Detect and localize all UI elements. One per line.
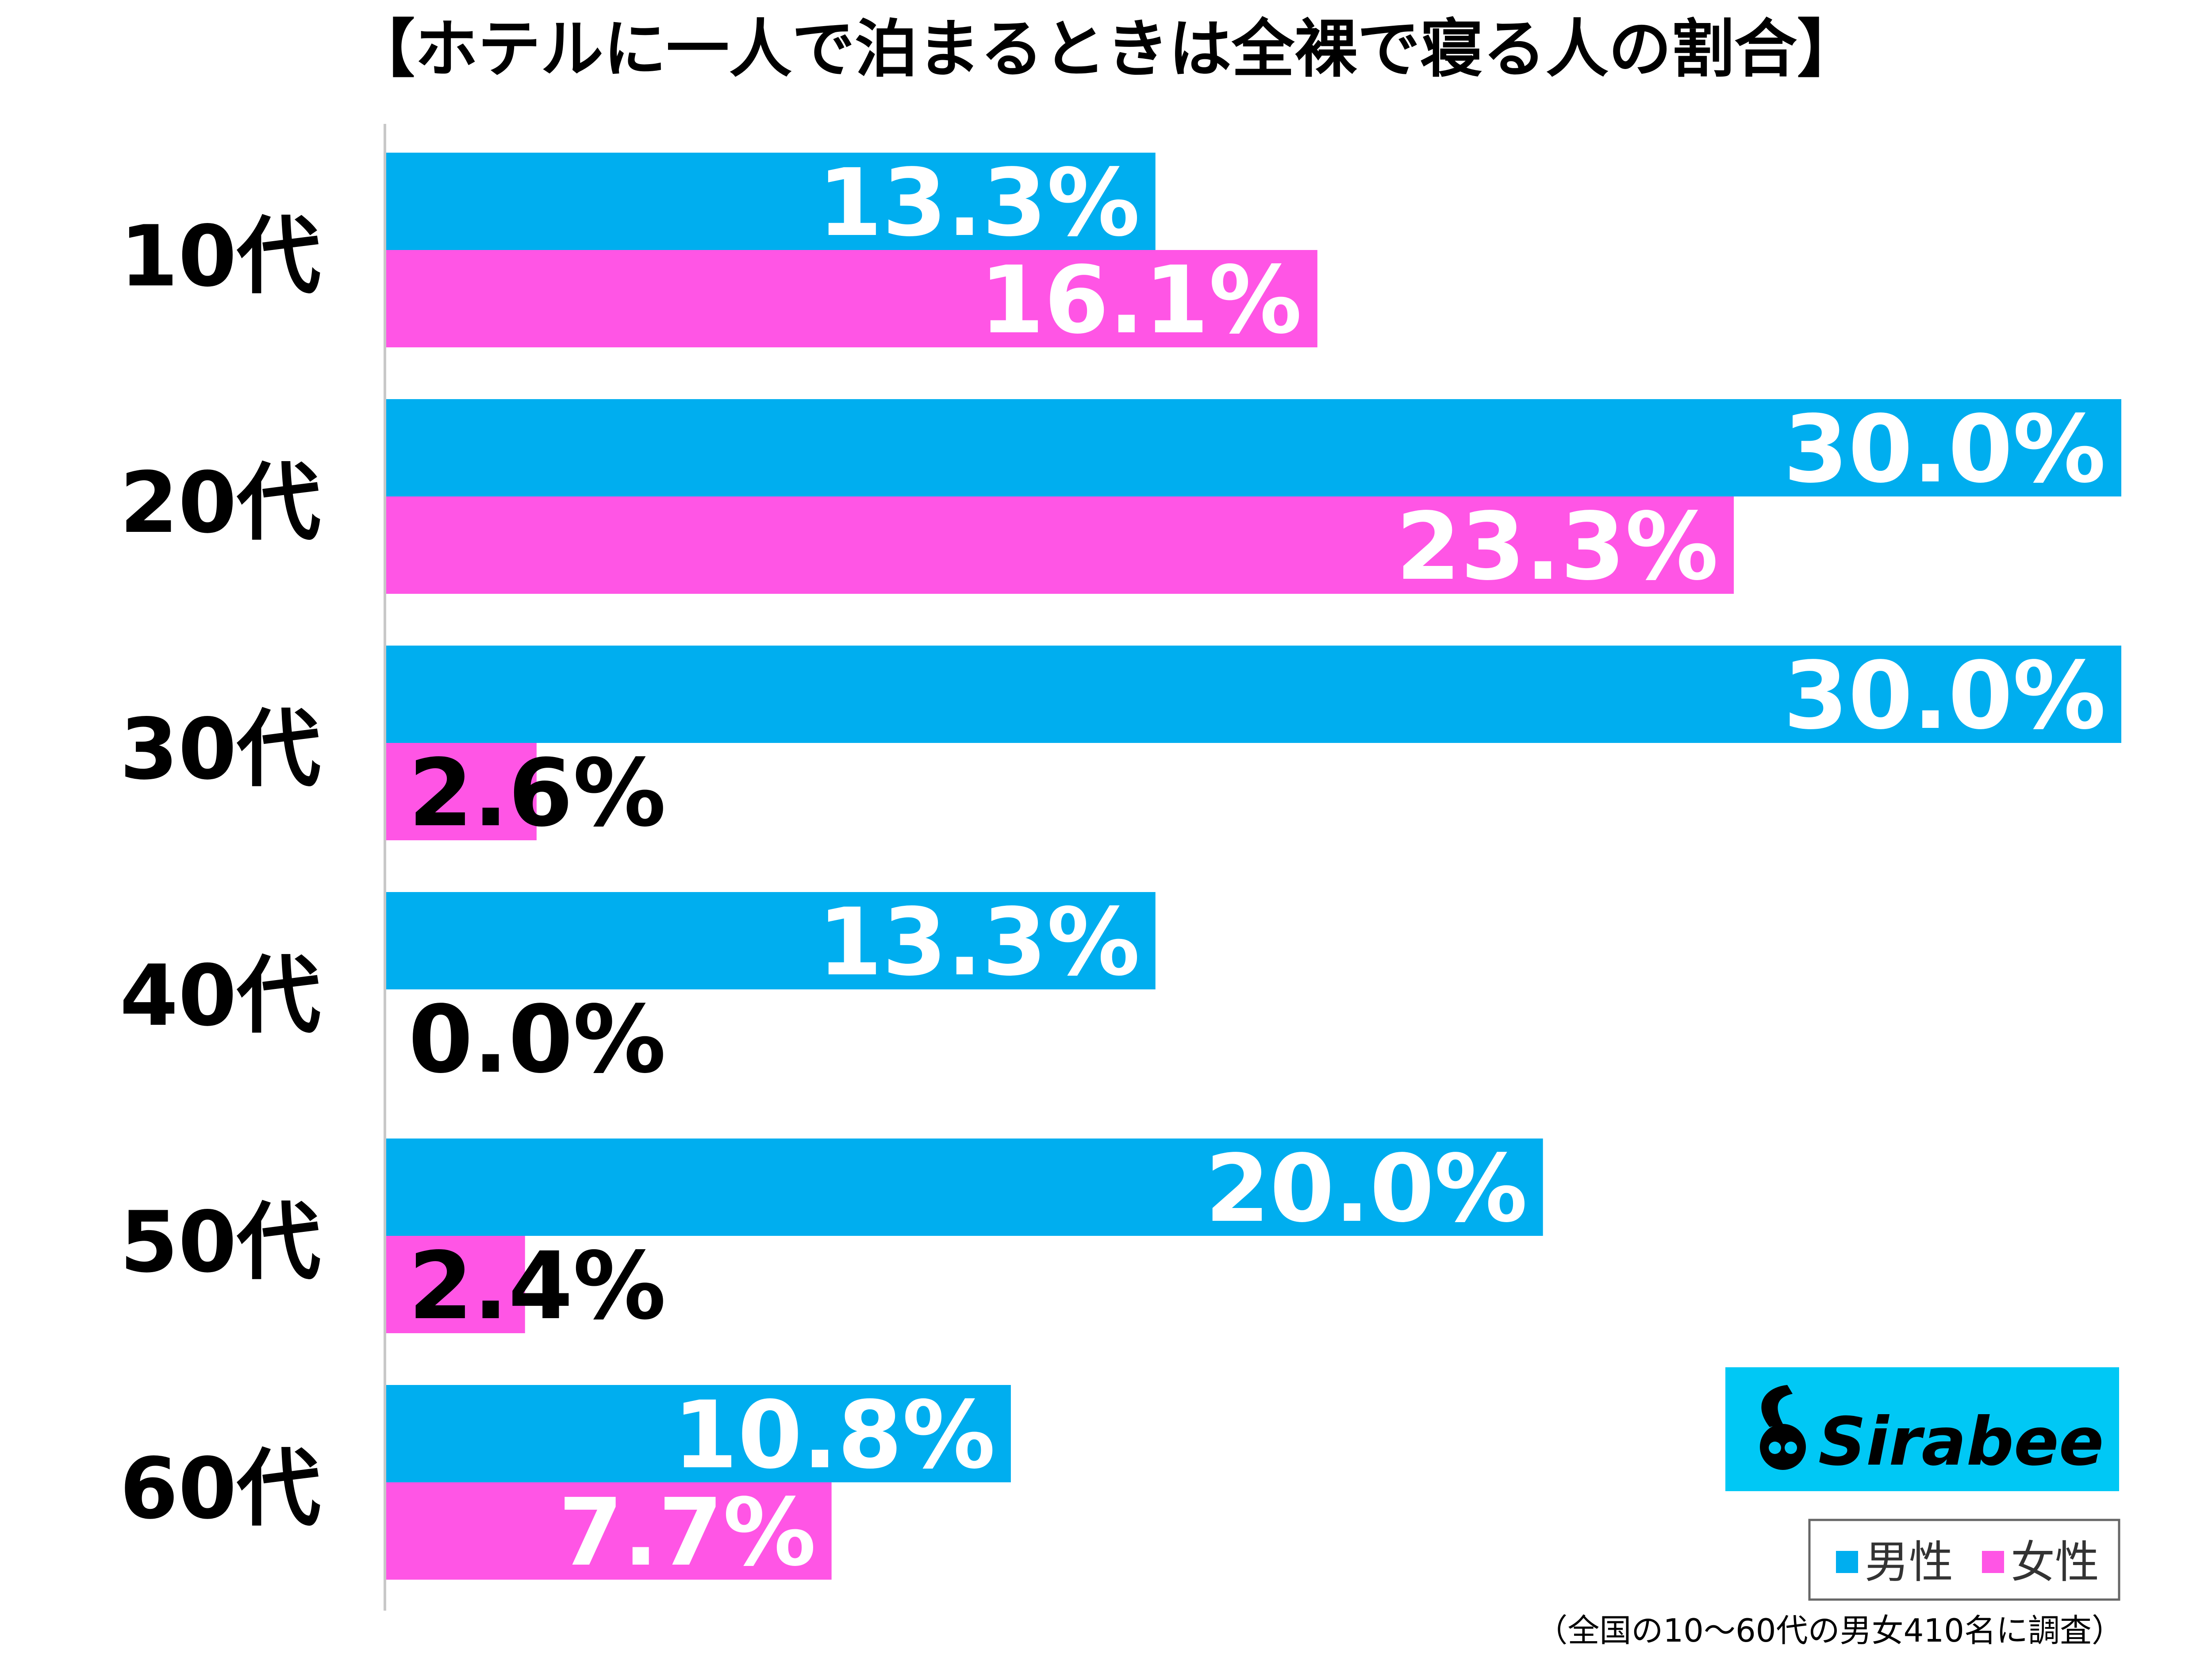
bar-female [386, 496, 1734, 594]
category-labels: 10代 20代 30代 40代 50代 60代 [120, 208, 321, 1538]
value-label: 13.3% [818, 888, 1140, 996]
bar-female [386, 250, 1317, 347]
logo-text: Sirabee [1818, 1404, 2104, 1481]
value-label: 2.6% [408, 739, 666, 847]
category-label: 10代 [120, 208, 321, 305]
value-label: 7.7% [558, 1478, 816, 1587]
sirabee-logo-icon [1760, 1385, 1806, 1470]
category-label: 30代 [120, 700, 321, 798]
value-label: 0.0% [408, 985, 666, 1094]
legend-box [1808, 1519, 2120, 1601]
bar-male [386, 1139, 1543, 1236]
footnote: （全国の10～60代の男女410名に調査） [1536, 1612, 2124, 1649]
bar-female [386, 743, 537, 840]
bar-male [386, 646, 2121, 743]
legend-swatch-male [1836, 1551, 1858, 1573]
value-label: 30.0% [1783, 642, 2106, 750]
category-label: 20代 [120, 454, 321, 552]
legend-label-male: 男性 [1865, 1536, 1953, 1588]
category-label: 40代 [120, 947, 321, 1045]
bar-male [386, 153, 1156, 250]
sirabee-logo: Sirabee [1725, 1367, 2119, 1491]
value-label: 30.0% [1783, 395, 2106, 504]
bar-female [386, 1236, 525, 1333]
bar-female [386, 1482, 832, 1580]
category-label: 50代 [120, 1193, 321, 1291]
value-label: 16.1% [979, 246, 1302, 354]
bar-male [386, 399, 2121, 496]
value-label: 2.4% [408, 1232, 666, 1340]
bars [386, 153, 2121, 1580]
legend: 男性 女性 [1808, 1519, 2120, 1601]
legend-swatch-female [1982, 1551, 2004, 1573]
value-label: 10.8% [673, 1381, 995, 1489]
value-label: 13.3% [818, 149, 1140, 257]
category-label: 60代 [120, 1440, 321, 1538]
value-labels: 13.3%16.1%30.0%23.3%30.0%2.6%13.3%0.0%20… [408, 149, 2106, 1587]
legend-label-female: 女性 [2011, 1536, 2099, 1588]
bar-male [386, 892, 1156, 989]
chart-title: 【ホテルに一人で泊まるときは全裸で寝る人の割合】 [352, 13, 1860, 86]
value-label: 23.3% [1396, 492, 1719, 601]
bar-male [386, 1385, 1011, 1482]
value-label: 20.0% [1205, 1135, 1528, 1243]
